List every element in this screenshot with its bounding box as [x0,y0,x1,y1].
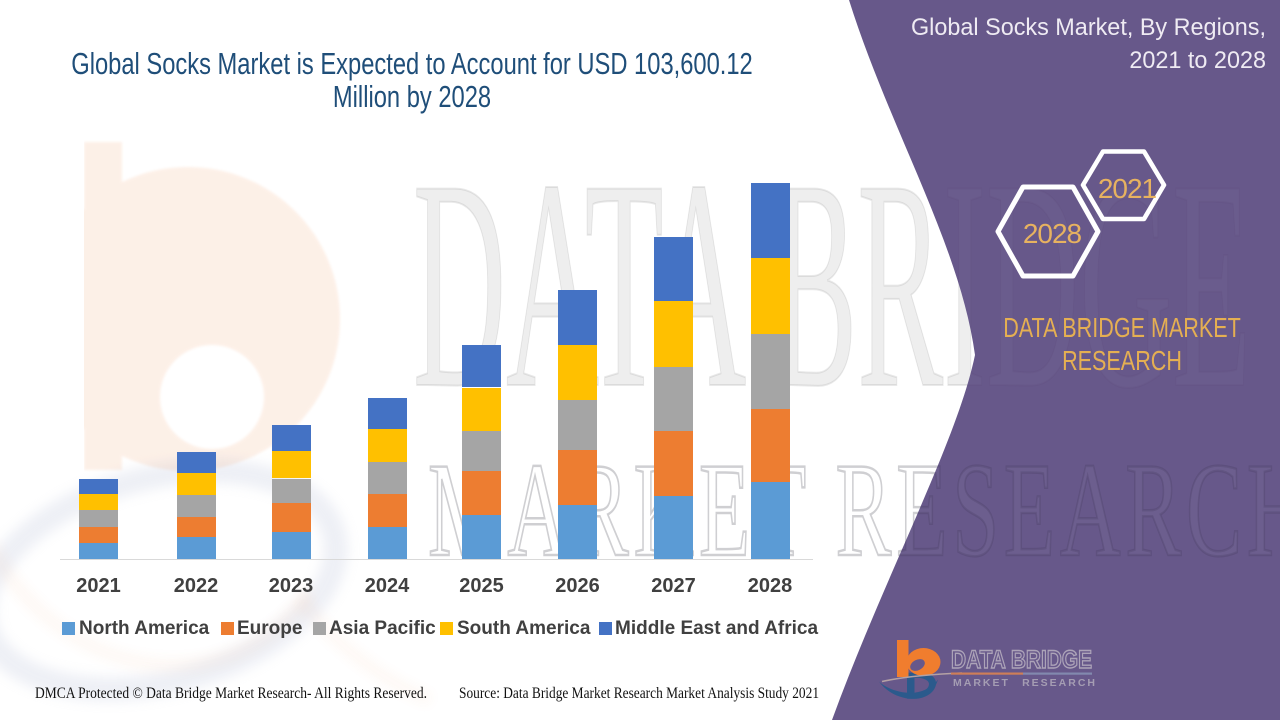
svg-text:DATA BRIDGE: DATA BRIDGE [951,646,1092,674]
svg-text:MARKET RESEARCH: MARKET RESEARCH [953,677,1097,689]
